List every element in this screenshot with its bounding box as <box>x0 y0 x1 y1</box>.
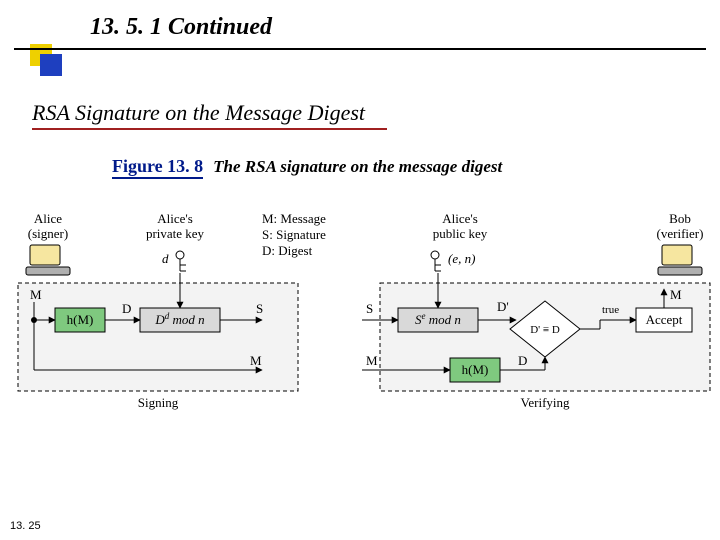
legend: M: Message S: Signature D: Digest <box>262 211 326 258</box>
figure-ref: Figure 13. 8 <box>112 156 203 179</box>
dprime-label: D' <box>497 299 509 314</box>
figure-caption: Figure 13. 8 The RSA signature on the me… <box>112 156 502 177</box>
svg-text:d: d <box>162 251 169 266</box>
m-input-label: M <box>30 287 42 302</box>
s-input-label: S <box>366 301 373 316</box>
svg-text:M: Message: M: Message <box>262 211 326 226</box>
m-tap-label: M <box>250 353 262 368</box>
svg-text:Accept: Accept <box>646 312 683 327</box>
bob-label: Bob (verifier) <box>657 211 704 241</box>
svg-text:h(M): h(M) <box>67 312 94 327</box>
svg-text:Alice's: Alice's <box>157 211 193 226</box>
svg-text:h(M): h(M) <box>462 362 489 377</box>
accent-inner <box>40 54 62 76</box>
svg-text:(e, n): (e, n) <box>448 251 475 266</box>
m-input-verify: M <box>366 353 378 368</box>
public-key-icon: (e, n) <box>431 251 475 271</box>
section-subtitle: RSA Signature on the Message Digest <box>32 100 365 126</box>
svg-text:private key: private key <box>146 226 205 241</box>
section-underline <box>32 128 387 130</box>
signing-caption: Signing <box>138 395 179 410</box>
s-output-label: S <box>256 301 263 316</box>
figure-desc: The RSA signature on the message digest <box>213 157 502 176</box>
d-label-sign: D <box>122 301 131 316</box>
svg-text:D' ≡ D: D' ≡ D <box>530 324 560 336</box>
page-title: 13. 5. 1 Continued <box>90 14 272 41</box>
private-key-icon: d <box>162 251 186 271</box>
d-label-verify: D <box>518 353 527 368</box>
svg-text:Alice: Alice <box>34 211 62 226</box>
svg-text:D: Digest: D: Digest <box>262 243 313 258</box>
m-output-label: M <box>670 287 682 302</box>
svg-text:Bob: Bob <box>669 211 691 226</box>
rsa-diagram: Alice (signer) Alice's private key d M: … <box>0 205 720 415</box>
alice-label: Alice (signer) <box>28 211 68 241</box>
svg-text:(verifier): (verifier) <box>657 226 704 241</box>
svg-text:(signer): (signer) <box>28 226 68 241</box>
svg-text:Dd mod n: Dd mod n <box>154 311 204 327</box>
signing-panel <box>18 283 298 391</box>
true-label: true <box>602 304 619 316</box>
page-number: 13. 25 <box>10 520 41 532</box>
svg-text:S: Signature: S: Signature <box>262 227 326 242</box>
alice-private-key-label: Alice's private key <box>146 211 205 241</box>
alice-public-key-label: Alice's public key <box>433 211 488 241</box>
bob-computer-icon <box>658 245 702 275</box>
heading-underline <box>14 48 706 50</box>
alice-computer-icon <box>26 245 70 275</box>
svg-text:public key: public key <box>433 226 488 241</box>
verifying-caption: Verifying <box>520 395 570 410</box>
svg-text:Alice's: Alice's <box>442 211 478 226</box>
